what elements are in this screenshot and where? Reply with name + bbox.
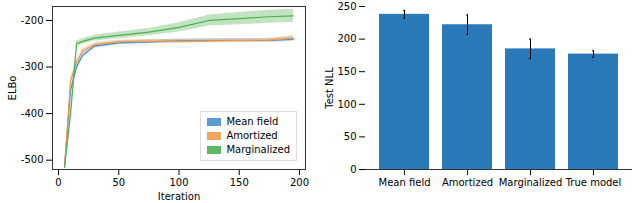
svg-text:-400: -400 (21, 108, 44, 119)
svg-text:200: 200 (337, 33, 356, 44)
svg-text:-300: -300 (21, 61, 44, 72)
svg-text:100: 100 (169, 177, 188, 188)
svg-text:Iteration: Iteration (158, 191, 200, 202)
svg-text:250: 250 (337, 1, 356, 12)
svg-text:200: 200 (290, 177, 309, 188)
svg-text:50: 50 (344, 131, 357, 142)
svg-text:150: 150 (337, 66, 356, 77)
svg-text:Mean field: Mean field (378, 177, 430, 188)
svg-text:Amortized: Amortized (442, 177, 493, 188)
svg-text:150: 150 (230, 177, 249, 188)
svg-text:Test NLL: Test NLL (324, 67, 335, 110)
svg-text:ELBo: ELBo (7, 76, 18, 101)
html-text:Amortized: Amortized (226, 130, 278, 141)
svg-text:True model: True model (565, 177, 622, 188)
html-text:Mean field: Mean field (226, 116, 279, 127)
svg-text:0: 0 (350, 164, 356, 175)
html-text:Marginalized: Marginalized (226, 144, 290, 155)
svg-text:50: 50 (112, 177, 125, 188)
svg-text:Marginalized: Marginalized (499, 177, 563, 188)
svg-text:-500: -500 (21, 154, 44, 165)
svg-text:100: 100 (337, 99, 356, 110)
svg-text:0: 0 (55, 177, 61, 188)
svg-text:-200: -200 (21, 15, 44, 26)
